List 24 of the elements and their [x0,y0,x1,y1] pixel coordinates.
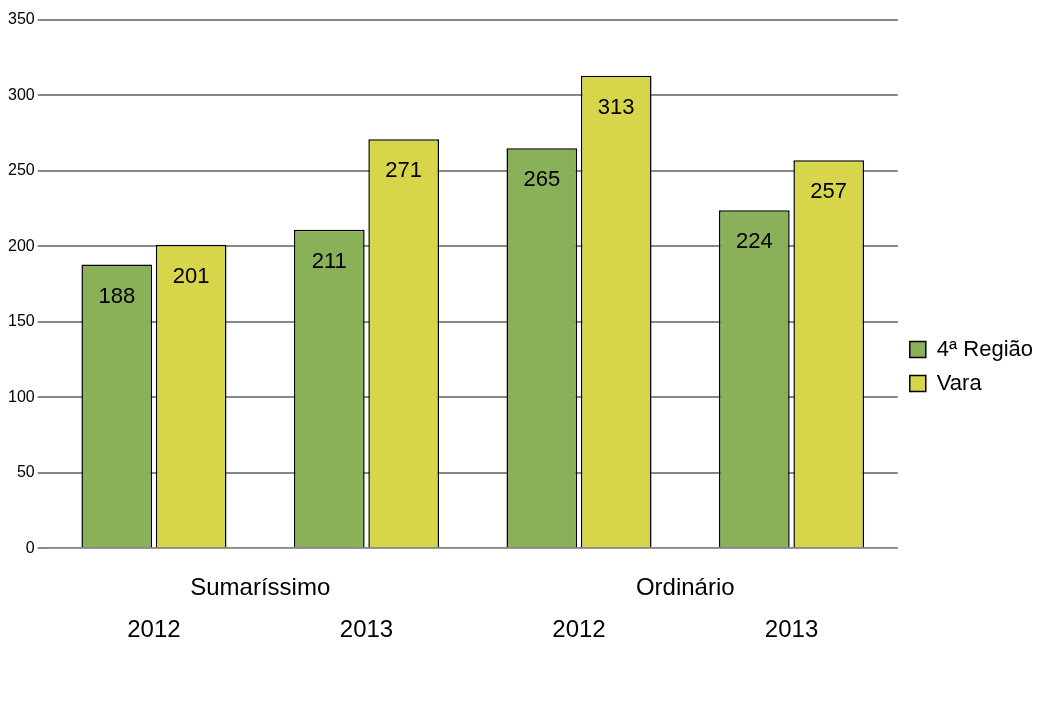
y-tick-label: 150 [7,312,35,330]
y-tick-label: 50 [16,463,35,481]
x-tick-label: 2013 [339,615,394,643]
y-tick-label: 200 [7,236,35,254]
y-tick-label: 0 [25,538,35,556]
y-tick-label: 100 [7,387,35,405]
y-tick-label: 300 [7,85,35,103]
y-tick-label: 350 [7,10,35,28]
data-label: 271 [385,157,423,183]
text: Sumaríssimo [190,572,331,600]
x-tick-label: 2012 [552,615,606,643]
data-label: 201 [172,262,210,288]
data-label: 211 [311,247,347,273]
data-label: 257 [810,178,848,204]
data-label: 188 [98,282,136,308]
text: Ordinário [635,572,735,600]
x-tick-label: 2012 [127,615,181,643]
legend-label: Vara [936,369,983,395]
data-label: 224 [735,228,773,254]
data-label: 313 [597,93,635,119]
legend-label: 4ª Região [936,335,1034,361]
y-tick-label: 250 [7,161,35,179]
x-tick-label: 2013 [764,615,819,643]
data-label: 265 [523,166,561,192]
